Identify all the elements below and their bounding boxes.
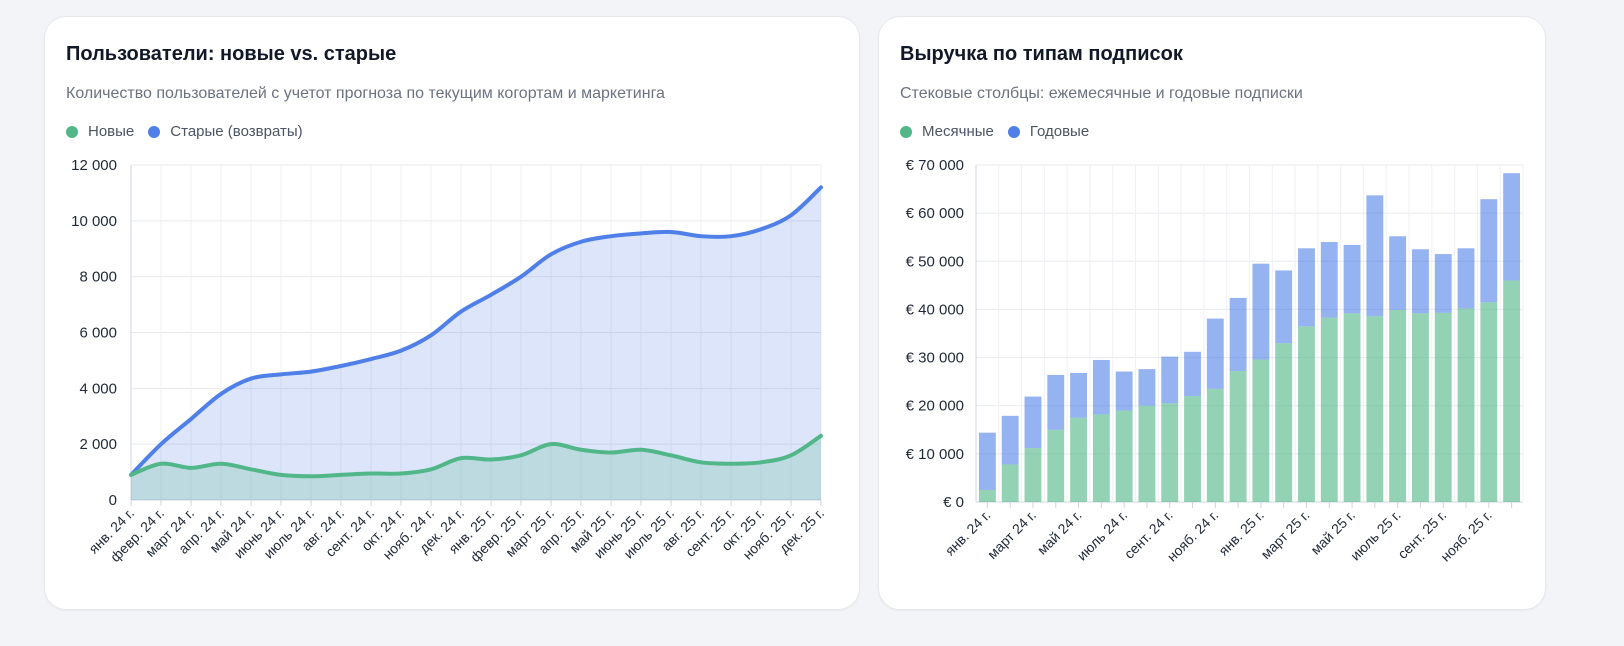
bar-monthly [1320, 317, 1338, 502]
y-tick-label: € 0 [943, 494, 964, 511]
y-tick-label: 8 000 [79, 269, 117, 286]
returning-users-line [129, 185, 823, 477]
bar-monthly [1503, 280, 1521, 502]
users-chart-legend: Новые Старые (возвраты) [66, 123, 303, 140]
y-tick-label: € 30 000 [906, 350, 964, 367]
y-tick-label: 6 000 [79, 325, 117, 342]
bar-yearly [1115, 371, 1133, 411]
revenue-chart-title: Выручка по типам подписок [900, 43, 1183, 65]
y-tick-label: € 20 000 [906, 398, 964, 415]
revenue-chart-card: Выручка по типам подписок Стековые столб… [878, 16, 1546, 610]
legend-item-new[interactable]: Новые [66, 123, 134, 140]
bar-yearly [1092, 359, 1110, 415]
bar-monthly [1206, 388, 1224, 502]
bar-yearly [1070, 372, 1087, 418]
revenue-chart-subtitle: Стековые столбцы: ежемесячные и годовые … [900, 85, 1303, 102]
bar-yearly [1047, 374, 1065, 430]
bar-yearly [1434, 254, 1452, 313]
bar-yearly [1252, 263, 1270, 360]
bar-yearly [1366, 195, 1384, 317]
y-tick-label: € 50 000 [906, 253, 964, 270]
revenue-chart-legend: Месячные Годовые [900, 123, 1089, 140]
legend-new-dot-icon [66, 125, 78, 138]
bar-yearly [978, 432, 996, 490]
y-tick-label: € 70 000 [906, 157, 964, 174]
bar-monthly [1252, 359, 1270, 502]
legend-yearly-label: Годовые [1029, 123, 1090, 140]
bar-monthly [1024, 448, 1042, 502]
bar-yearly [1184, 351, 1201, 397]
y-tick-label: € 60 000 [906, 205, 964, 222]
bar-monthly [1389, 309, 1407, 502]
bar-monthly [1275, 343, 1293, 502]
legend-returning-label: Старые (возвраты) [170, 123, 303, 140]
x-tick-label: март 24 г. [984, 507, 1039, 562]
bar-yearly [1412, 249, 1429, 314]
bar-monthly [1298, 326, 1315, 502]
bar-monthly [1161, 403, 1179, 502]
series-returning [129, 185, 823, 501]
bar-monthly [1412, 313, 1429, 502]
y-tick-label: € 40 000 [906, 301, 964, 318]
bar-monthly [1480, 302, 1498, 502]
legend-monthly-dot-icon [900, 125, 912, 138]
bar-yearly [1503, 173, 1521, 281]
users-chart-title: Пользователи: новые vs. старые [66, 43, 397, 65]
y-tick-label: 12 000 [71, 157, 117, 174]
bar-yearly [1161, 356, 1179, 404]
users-chart-subtitle: Количество пользователей с учетот прогно… [66, 85, 665, 102]
series-new [129, 433, 823, 500]
bar-yearly [1024, 396, 1042, 449]
new-users-line [129, 433, 823, 479]
x-tick-label: март 25 г. [1257, 507, 1312, 562]
bar-monthly [1115, 410, 1133, 502]
bar-monthly [1070, 417, 1087, 502]
legend-new-label: Новые [88, 123, 135, 140]
legend-returning-dot-icon [148, 125, 161, 138]
bar-monthly [1229, 371, 1247, 502]
bars [978, 173, 1521, 502]
revenue-stacked-bar-chart: € 0 € 10 000 € 20 000 € 30 000 € 40 000 € 50 … [906, 157, 1524, 565]
bar-yearly [1457, 248, 1475, 309]
x-tick-label: июль 24 г. [1074, 507, 1131, 564]
bar-monthly [1366, 316, 1384, 502]
y-tick-label: 10 000 [71, 213, 117, 230]
bar-yearly [1138, 369, 1156, 406]
returning-users-area [131, 187, 821, 501]
legend-yearly-dot-icon [1007, 125, 1020, 138]
x-tick-label: июль 25 г. [1347, 507, 1404, 564]
bar-monthly [1343, 313, 1361, 502]
legend-monthly-label: Месячные [922, 123, 994, 140]
bar-yearly [1389, 236, 1407, 310]
bar-monthly [1434, 312, 1452, 502]
bar-monthly [1047, 429, 1065, 502]
bar-yearly [1229, 297, 1247, 372]
bar-monthly [1092, 414, 1110, 502]
y-tick-label: € 10 000 [906, 446, 964, 463]
y-tick-label: 4 000 [79, 380, 117, 397]
bar-monthly [1138, 405, 1156, 502]
bar-yearly [1343, 244, 1361, 314]
revenue-grid [975, 164, 1524, 508]
bar-yearly [1275, 270, 1293, 344]
bar-yearly [1480, 199, 1498, 303]
bar-monthly [1184, 396, 1201, 502]
bar-yearly [1320, 242, 1338, 318]
legend-item-returning[interactable]: Старые (возвраты) [148, 123, 303, 140]
bar-yearly [1001, 415, 1019, 465]
legend-item-yearly[interactable]: Годовые [1007, 123, 1090, 140]
bar-yearly [1298, 248, 1315, 327]
users-chart-card: Пользователи: новые vs. старые Количеств… [44, 16, 860, 610]
y-tick-label: 2 000 [79, 436, 117, 453]
users-grid [130, 164, 822, 506]
bar-monthly [1001, 464, 1019, 502]
bar-monthly [1457, 308, 1475, 502]
y-tick-label: 0 [109, 492, 117, 509]
legend-item-monthly[interactable]: Месячные [900, 123, 994, 140]
bar-monthly [978, 489, 996, 502]
bar-yearly [1206, 318, 1224, 389]
